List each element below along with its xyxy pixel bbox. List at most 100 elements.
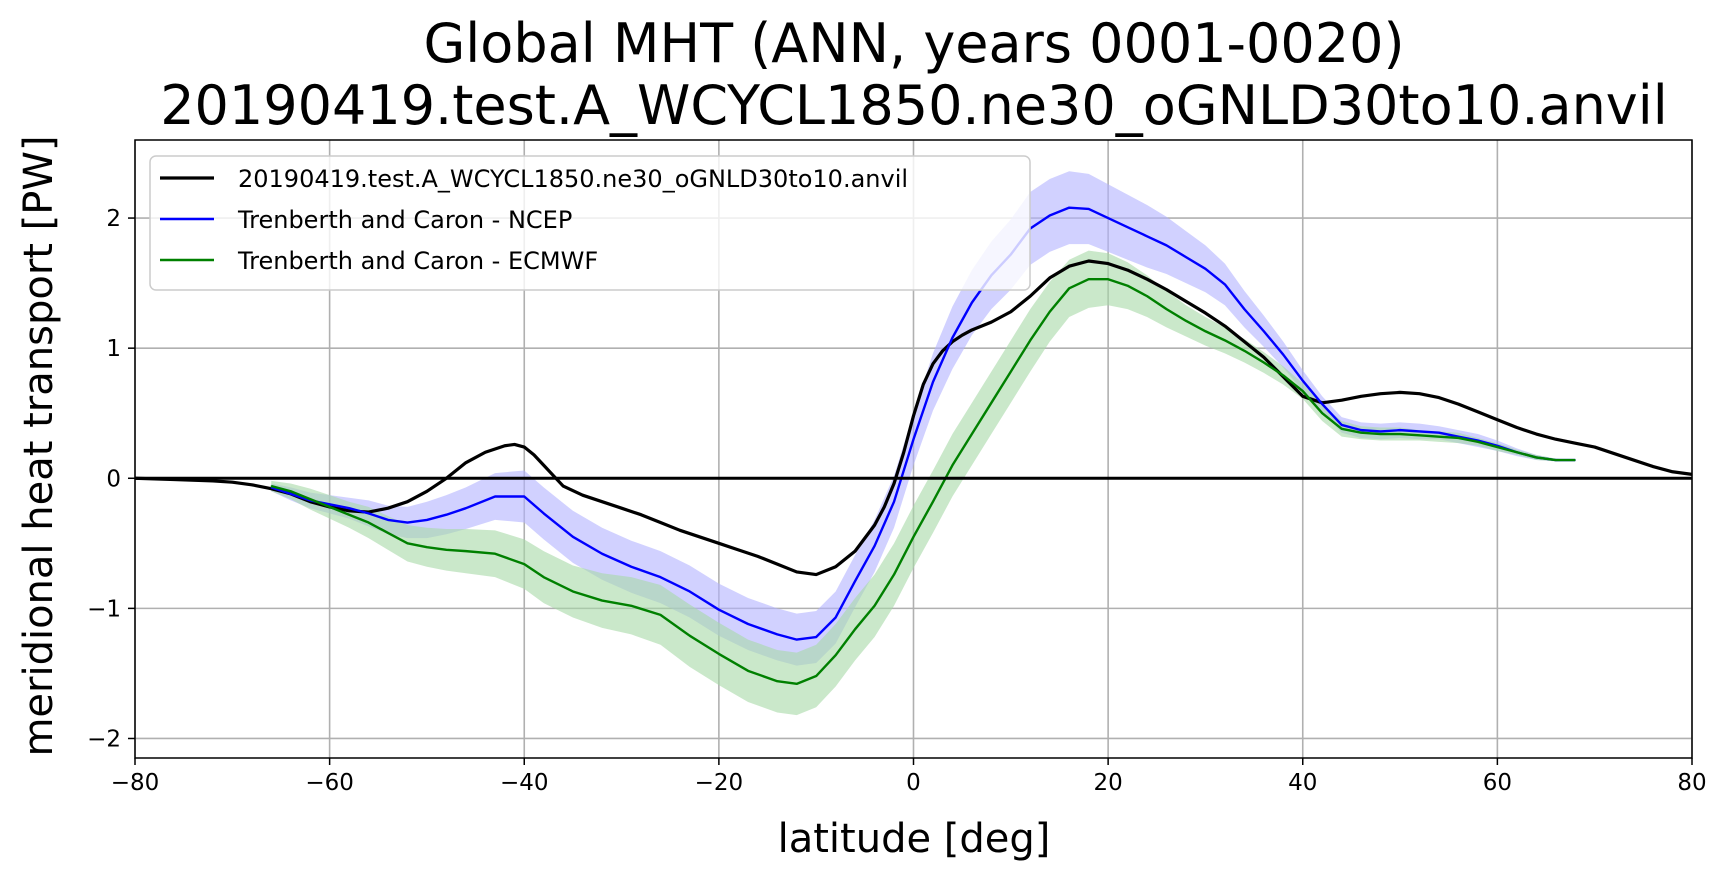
series-2-point [776,680,778,682]
series-2-point [912,536,915,538]
legend-entry-2: Trenberth and Caron - ECMWF [237,247,598,275]
x-tick-label: 60 [1483,770,1512,796]
series-2-point [329,506,331,508]
x-tick-label: −40 [500,770,549,796]
series-2-point [1438,436,1440,438]
series-0-point [533,454,535,456]
series-2-point [543,576,545,578]
series-0-point [1224,325,1226,327]
series-1-point [796,639,798,641]
series-2-point [1165,308,1168,310]
x-tick-label: 80 [1677,770,1706,796]
series-1-point [329,503,331,505]
series-0-point [1399,391,1401,394]
series-2-point [1380,433,1382,435]
series-0-point [1438,397,1440,399]
series-1-point [367,512,370,515]
series-1-point [971,302,973,304]
series-1-point [1185,256,1187,258]
series-0-point [737,549,739,551]
series-0-point [1302,395,1304,397]
series-2-point [523,563,525,565]
series-1-point [543,512,545,515]
series-2-point [1263,361,1265,364]
series-1-point [465,507,467,509]
series-0-point [504,445,506,447]
series-0-point [523,446,525,448]
series-1-point [689,590,691,593]
y-tick-label: 1 [106,336,121,362]
series-0-point [1010,311,1012,313]
series-1-point [815,636,817,638]
series-0-point [835,566,837,568]
series-0-point [562,485,564,487]
series-2-point [445,549,447,551]
x-tick-label: 20 [1093,770,1122,796]
series-2-point [689,635,691,637]
series-2-point [348,514,350,516]
series-1-point [932,381,934,383]
series-0-point [1165,289,1168,291]
legend-entry-1: Trenberth and Caron - NCEP [237,206,572,234]
series-0-point [932,363,934,365]
series-2-point [1457,437,1460,439]
y-tick-label: 2 [106,206,121,232]
x-tick-label: −60 [305,770,354,796]
series-0-point [883,506,885,508]
series-1-point [630,566,632,568]
series-2-point [1516,451,1518,453]
series-0-point [1574,442,1576,444]
series-1-point [1204,268,1207,270]
series-0-point [1516,426,1518,429]
series-0-point [1555,438,1557,440]
series-0-point [348,510,350,512]
series-1-point [1380,430,1382,433]
series-1-point [290,493,292,495]
series-2-point [1341,428,1343,430]
series-0-point [873,524,876,526]
series-1-point [1302,380,1304,382]
series-0-point [903,451,905,453]
series-0-point [465,462,467,464]
chart-title: Global MHT (ANN, years 0001-0020) [423,12,1404,75]
series-0-point [231,481,233,483]
series-0-point [601,501,603,503]
series-1-point [1049,214,1051,217]
y-tick-label: 0 [106,466,121,492]
series-0-point [698,536,701,538]
series-2-point [1107,278,1109,280]
series-0-point [854,550,856,552]
series-0-point [1341,399,1343,401]
series-0-point [1126,269,1129,271]
series-0-point [1360,395,1362,397]
series-0-point [582,494,584,496]
series-0-point [1263,356,1265,358]
series-0-point [1049,277,1051,279]
series-2-point [1302,390,1304,392]
series-0-point [1633,459,1635,461]
series-2-point [835,654,837,656]
series-0-point [543,464,545,466]
series-1-point [1107,217,1109,219]
series-2-point [1574,459,1576,461]
series-0-point [1535,433,1537,435]
series-2-point [815,675,817,677]
x-axis-label: latitude [deg] [778,816,1051,862]
x-tick-label: 0 [906,770,921,796]
series-2-point [971,433,973,435]
series-0-point [922,383,924,386]
series-1-point [659,576,662,578]
series-2-point [1418,434,1421,436]
series-0-point [942,350,944,352]
series-0-point [679,529,681,531]
series-0-point [893,482,895,485]
series-0-point [961,334,963,336]
series-2-point [1126,285,1129,287]
series-2-point [367,521,370,524]
series-2-point [1185,320,1187,322]
legend-box [149,155,1031,291]
series-0-point [815,573,817,576]
y-axis-label: meridional heat transport [PW] [16,135,62,756]
axis-ticks: −80 −60 −40 −20 0 20 40 60 80 −2 −1 0 1 2 [87,206,1707,796]
